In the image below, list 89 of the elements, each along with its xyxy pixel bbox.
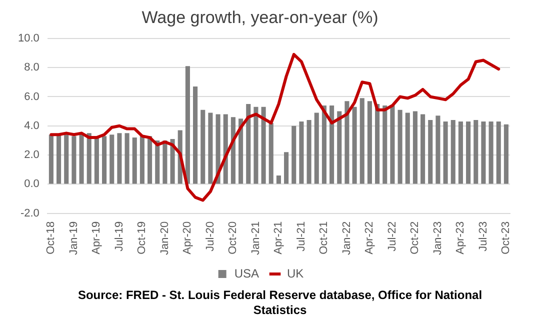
- bar: [375, 104, 380, 184]
- x-tick-label: Jan-21: [250, 221, 262, 256]
- bar: [72, 136, 76, 184]
- bar: [102, 136, 107, 184]
- x-tick-label: Jan-23: [432, 221, 444, 256]
- legend-label: UK: [287, 266, 304, 280]
- bar: [458, 122, 463, 184]
- x-tick-label: Oct-20: [227, 221, 240, 254]
- bar: [337, 111, 342, 184]
- bar: [405, 112, 410, 184]
- bar: [64, 133, 69, 184]
- bar: [124, 133, 130, 184]
- bar: [170, 139, 175, 184]
- bar: [140, 136, 144, 184]
- bar: [162, 140, 168, 184]
- y-tick-label: 2.0: [24, 149, 40, 162]
- bar: [148, 136, 152, 184]
- bar: [132, 138, 137, 184]
- bar: [185, 66, 190, 184]
- y-tick-label: 4.0: [24, 120, 40, 132]
- bar: [481, 122, 486, 184]
- bar: [360, 98, 364, 184]
- x-tick-label: Apr-21: [272, 221, 285, 254]
- x-tick-label: Jan-19: [68, 221, 80, 256]
- bar: [86, 133, 92, 184]
- bar: [56, 134, 62, 184]
- bar: [382, 105, 388, 184]
- bar: [94, 138, 99, 184]
- x-tick-label: Oct-19: [136, 221, 148, 254]
- x-tick-label: Oct-22: [409, 221, 422, 254]
- bar: [504, 124, 508, 184]
- chart-title: Wage growth, year-on-year (%): [142, 8, 378, 27]
- bar: [246, 104, 251, 184]
- x-tick-label: Oct-21: [318, 221, 330, 254]
- y-tick-label: -2.0: [20, 207, 40, 220]
- bar: [276, 175, 281, 184]
- bar: [254, 106, 258, 184]
- x-tick-label: Jul-22: [386, 221, 398, 252]
- bar: [117, 133, 122, 184]
- bar: [344, 101, 350, 184]
- bar: [292, 126, 296, 184]
- bar: [496, 122, 501, 184]
- bar: [412, 111, 418, 184]
- x-tick-label: Apr-20: [182, 221, 194, 254]
- x-tick-label: Jan-20: [158, 221, 171, 256]
- bar: [330, 105, 334, 184]
- x-tick-label: Jul-20: [204, 221, 216, 252]
- bar: [261, 106, 266, 184]
- bar: [208, 112, 213, 184]
- bar: [322, 105, 326, 184]
- source-note: Source: FRED - St. Louis Federal Reserve database, Office for National Statistics: [76, 288, 484, 318]
- bar: [488, 122, 494, 184]
- x-tick-label: Jul-21: [295, 221, 308, 252]
- bar: [48, 134, 54, 184]
- bar: [299, 122, 304, 184]
- y-tick-label: 0.0: [24, 178, 40, 190]
- bar: [306, 120, 312, 184]
- y-tick-label: 10.0: [18, 32, 40, 44]
- bar: [314, 112, 319, 184]
- bar: [110, 134, 114, 184]
- bar: [155, 140, 160, 184]
- legend-label: USA: [234, 266, 260, 280]
- bar: [268, 122, 274, 184]
- bar: [398, 110, 402, 184]
- bar: [238, 118, 244, 184]
- x-tick-label: Jul-19: [113, 221, 126, 252]
- x-tick-label: Apr-23: [454, 221, 467, 254]
- bar: [193, 86, 198, 184]
- x-tick-label: Jan-22: [340, 221, 353, 256]
- y-tick-label: 6.0: [24, 90, 40, 103]
- bar: [436, 116, 440, 184]
- bar: [79, 133, 84, 184]
- bar: [367, 101, 372, 184]
- x-tick-label: Jul-23: [477, 221, 490, 252]
- x-tick-label: Oct-23: [500, 221, 512, 254]
- bar: [466, 122, 471, 184]
- x-tick-label: Apr-19: [90, 221, 103, 254]
- bar: [420, 114, 426, 184]
- bar: [443, 122, 448, 184]
- x-tick-label: Apr-22: [364, 221, 376, 254]
- bar: [200, 110, 206, 184]
- bar: [474, 120, 478, 184]
- bar: [352, 106, 357, 184]
- bar: [450, 120, 456, 184]
- y-tick-label: 8.0: [24, 62, 40, 74]
- bar: [390, 105, 395, 184]
- x-tick-label: Oct-18: [45, 221, 58, 254]
- bar: [284, 152, 289, 184]
- bar: [428, 120, 433, 184]
